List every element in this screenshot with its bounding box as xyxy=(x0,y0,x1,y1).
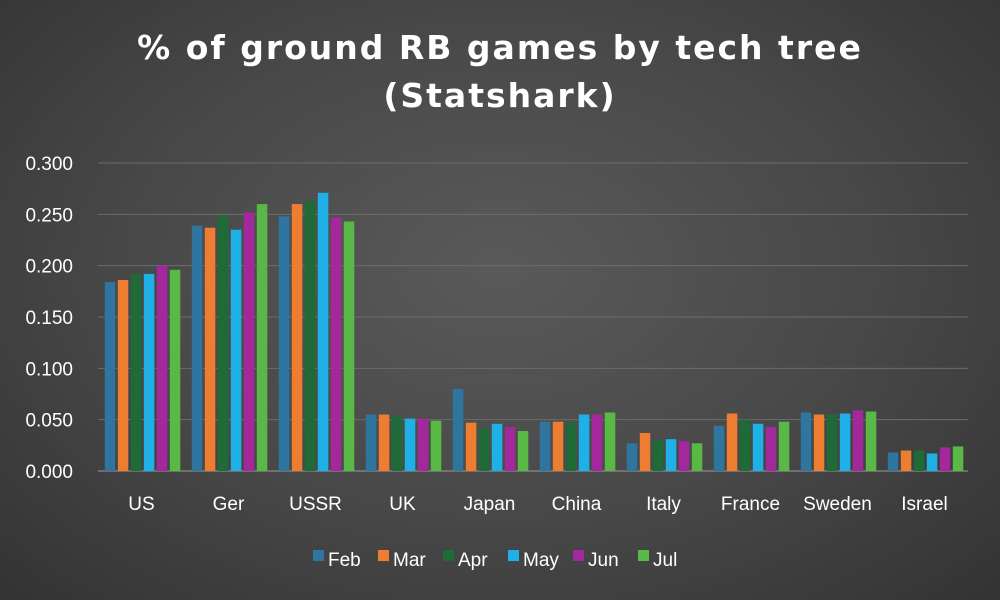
y-tick-label: 0.050 xyxy=(25,411,73,432)
bar-ussr-jul xyxy=(343,221,355,471)
legend-swatch xyxy=(508,550,519,561)
bar-china-feb xyxy=(539,421,551,471)
x-tick-label: China xyxy=(552,494,602,515)
bar-israel-feb xyxy=(887,452,899,471)
bar-us-feb xyxy=(104,282,116,471)
x-tick-label: Japan xyxy=(464,494,516,515)
chart-title: % of ground RB games by tech tree (Stats… xyxy=(0,24,1000,120)
bar-uk-jul xyxy=(430,420,442,471)
bar-france-jul xyxy=(778,421,790,471)
y-tick-label: 0.200 xyxy=(25,257,73,278)
bar-israel-may xyxy=(926,453,938,471)
bar-ger-mar xyxy=(204,227,216,471)
legend-label: Feb xyxy=(328,550,361,571)
bar-france-jun xyxy=(765,426,777,471)
y-tick-label: 0.250 xyxy=(25,205,73,226)
bar-japan-feb xyxy=(452,388,464,471)
bar-japan-apr xyxy=(478,428,490,471)
bar-sweden-mar xyxy=(813,414,825,471)
legend-label: May xyxy=(523,550,559,571)
bar-ger-jun xyxy=(243,212,255,472)
legend-label: Apr xyxy=(458,550,488,571)
bar-ussr-apr xyxy=(304,201,316,471)
x-tick-label: Ger xyxy=(213,494,245,515)
bar-italy-mar xyxy=(639,433,651,471)
gridlines xyxy=(98,162,968,472)
bar-uk-may xyxy=(404,418,416,471)
bar-sweden-jul xyxy=(865,411,877,471)
bar-us-apr xyxy=(130,273,142,471)
x-tick-label: Italy xyxy=(646,494,681,515)
y-tick-label: 0.300 xyxy=(25,154,73,175)
bar-us-jul xyxy=(169,269,181,471)
bar-france-feb xyxy=(713,425,725,471)
x-tick-label: France xyxy=(721,494,780,515)
bar-us-jun xyxy=(156,265,168,471)
bar-ussr-may xyxy=(317,192,329,472)
bar-italy-may xyxy=(665,439,677,471)
bar-china-mar xyxy=(552,421,564,471)
bar-italy-jul xyxy=(691,443,703,471)
bar-japan-may xyxy=(491,423,503,471)
bar-italy-apr xyxy=(652,440,664,471)
bar-china-jun xyxy=(591,414,603,471)
legend: Feb Mar Apr May Jun Jul xyxy=(313,550,677,571)
bars xyxy=(104,192,964,472)
y-tick-label: 0.000 xyxy=(25,462,73,483)
bar-france-apr xyxy=(739,419,751,471)
x-tick-label: USSR xyxy=(289,494,342,515)
bar-france-mar xyxy=(726,413,738,471)
x-tick-label: Sweden xyxy=(803,494,872,515)
bar-china-apr xyxy=(565,422,577,471)
x-axis-ticks: US Ger USSR UK Japan China Italy France Sweden Is… xyxy=(128,494,947,515)
bar-israel-jul xyxy=(952,446,964,471)
bar-israel-apr xyxy=(913,450,925,471)
bar-italy-feb xyxy=(626,443,638,471)
bar-sweden-feb xyxy=(800,412,812,471)
legend-swatch xyxy=(573,550,584,561)
bar-sweden-may xyxy=(839,413,851,471)
legend-swatch xyxy=(638,550,649,561)
bar-china-jul xyxy=(604,412,616,471)
bar-sweden-jun xyxy=(852,410,864,471)
bar-ger-may xyxy=(230,229,242,471)
bar-italy-jun xyxy=(678,441,690,471)
bar-uk-feb xyxy=(365,414,377,471)
bar-ger-feb xyxy=(191,225,203,471)
bar-ussr-feb xyxy=(278,216,290,471)
bar-ussr-mar xyxy=(291,204,303,471)
y-tick-label: 0.150 xyxy=(25,308,73,329)
bar-us-may xyxy=(143,273,155,471)
bar-japan-mar xyxy=(465,422,477,471)
bar-sweden-apr xyxy=(826,414,838,471)
bar-uk-apr xyxy=(391,416,403,471)
bar-ussr-jun xyxy=(330,217,342,471)
legend-swatch xyxy=(378,550,389,561)
bar-uk-jun xyxy=(417,418,429,471)
bar-france-may xyxy=(752,423,764,471)
chart-title-line-1: % of ground RB games by tech tree xyxy=(137,28,863,67)
x-tick-label: UK xyxy=(389,494,416,515)
bar-china-may xyxy=(578,414,590,471)
legend-swatch xyxy=(443,550,454,561)
bar-japan-jul xyxy=(517,431,529,471)
x-tick-label: US xyxy=(128,494,154,515)
bar-uk-mar xyxy=(378,414,390,471)
bar-japan-jun xyxy=(504,426,516,471)
legend-label: Mar xyxy=(393,550,426,571)
legend-label: Jun xyxy=(588,550,619,571)
y-axis-ticks: 0.000 0.050 0.100 0.150 0.200 0.250 0.300 xyxy=(25,154,73,483)
bar-ger-jul xyxy=(256,204,268,471)
bar-israel-jun xyxy=(939,447,951,471)
legend-swatch xyxy=(313,550,324,561)
legend-label: Jul xyxy=(653,550,677,571)
y-tick-label: 0.100 xyxy=(25,359,73,380)
chart-title-line-2: (Statshark) xyxy=(383,76,617,115)
bar-us-mar xyxy=(117,280,129,471)
bar-ger-apr xyxy=(217,215,229,471)
bar-israel-mar xyxy=(900,450,912,471)
x-tick-label: Israel xyxy=(901,494,947,515)
